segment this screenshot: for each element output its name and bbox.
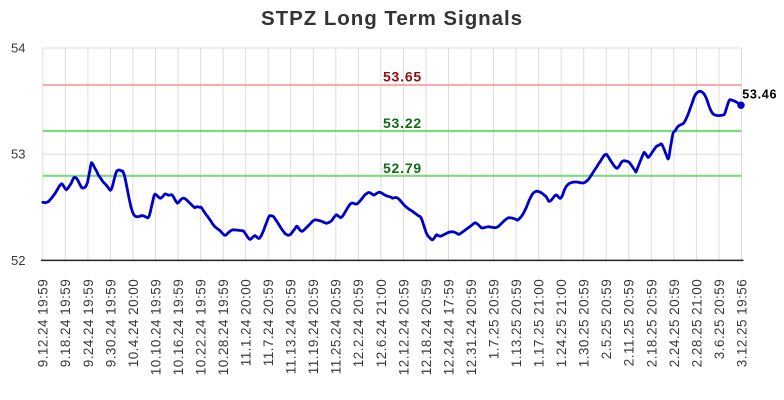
svg-text:9.12.24 19:59: 9.12.24 19:59	[36, 279, 51, 367]
svg-text:1.30.25 20:59: 1.30.25 20:59	[577, 279, 592, 367]
svg-text:1.17.25 21:00: 1.17.25 21:00	[532, 279, 547, 367]
svg-text:11.7.24 20:59: 11.7.24 20:59	[261, 279, 276, 366]
svg-text:52: 52	[11, 253, 25, 268]
svg-text:11.19.24 20:59: 11.19.24 20:59	[306, 279, 321, 374]
svg-text:10.22.24 19:59: 10.22.24 19:59	[193, 279, 208, 375]
svg-text:1.13.25 20:59: 1.13.25 20:59	[509, 279, 524, 367]
svg-text:53.22: 53.22	[383, 115, 422, 131]
svg-text:2.18.25 20:59: 2.18.25 20:59	[644, 279, 659, 367]
svg-text:12.18.24 20:59: 12.18.24 20:59	[419, 279, 434, 375]
svg-text:2.28.25 21:00: 2.28.25 21:00	[689, 279, 704, 367]
svg-text:9.18.24 19:59: 9.18.24 19:59	[58, 279, 73, 367]
svg-text:2.11.25 20:59: 2.11.25 20:59	[622, 279, 637, 366]
svg-text:2.24.25 20:59: 2.24.25 20:59	[667, 279, 682, 367]
svg-text:10.16.24 19:59: 10.16.24 19:59	[171, 279, 186, 375]
svg-text:1.7.25 20:59: 1.7.25 20:59	[486, 279, 501, 359]
svg-text:12.6.24 21:00: 12.6.24 21:00	[374, 279, 389, 367]
svg-text:12.24.24 17:59: 12.24.24 17:59	[441, 279, 456, 375]
svg-text:10.28.24 19:59: 10.28.24 19:59	[216, 279, 231, 375]
svg-text:53.46: 53.46	[742, 88, 777, 102]
svg-text:53: 53	[11, 147, 25, 162]
svg-text:3.6.25 20:59: 3.6.25 20:59	[712, 279, 727, 359]
svg-text:11.13.24 20:59: 11.13.24 20:59	[284, 279, 299, 374]
svg-text:1.24.25 21:00: 1.24.25 21:00	[554, 279, 569, 367]
svg-text:11.25.24 20:59: 11.25.24 20:59	[329, 279, 344, 374]
svg-text:53.65: 53.65	[383, 69, 422, 85]
svg-text:2.5.25 20:59: 2.5.25 20:59	[599, 279, 614, 359]
svg-text:9.24.24 19:59: 9.24.24 19:59	[81, 279, 96, 367]
svg-text:3.12.25 19:56: 3.12.25 19:56	[734, 279, 749, 367]
svg-text:52.79: 52.79	[383, 160, 422, 176]
svg-text:11.1.24 20:00: 11.1.24 20:00	[239, 279, 254, 366]
svg-text:10.4.24 20:00: 10.4.24 20:00	[126, 279, 141, 367]
svg-text:12.2.24 20:59: 12.2.24 20:59	[351, 279, 366, 367]
svg-text:12.12.24 20:59: 12.12.24 20:59	[396, 279, 411, 375]
svg-text:54: 54	[11, 41, 25, 56]
svg-text:12.31.24 20:59: 12.31.24 20:59	[464, 279, 479, 375]
svg-text:10.10.24 19:59: 10.10.24 19:59	[148, 279, 163, 375]
svg-text:9.30.24 19:59: 9.30.24 19:59	[103, 279, 118, 367]
svg-text:STPZ Long Term Signals: STPZ Long Term Signals	[261, 7, 523, 30]
